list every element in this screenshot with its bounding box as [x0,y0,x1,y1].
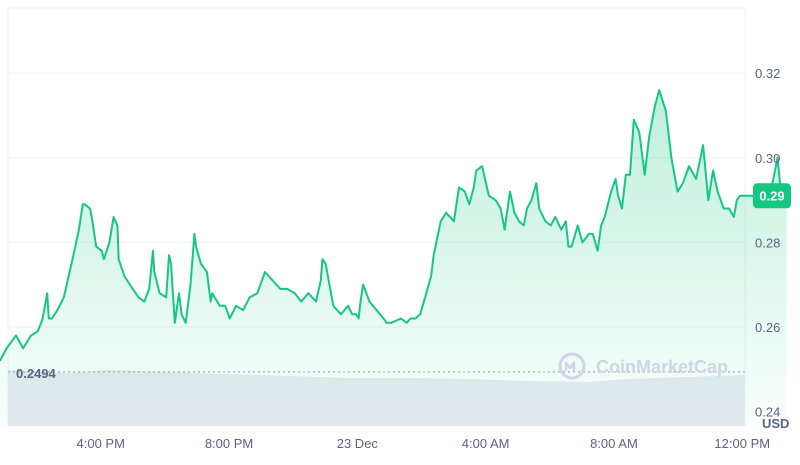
current-price-badge-bg [753,183,791,209]
y-axis-ticks: 0.24 0.26 0.28 0.30 0.32 [755,66,780,419]
y-tick-label: 0.26 [755,320,780,335]
x-tick-label: 4:00 AM [462,436,510,451]
y-tick-label: 0.30 [755,151,780,166]
x-tick-label: 8:00 AM [590,436,638,451]
x-axis-ticks: 4:00 PM 8:00 PM 23 Dec 4:00 AM 8:00 AM 12:00 … [77,436,771,451]
current-price-label: 0.29 [759,188,784,203]
open-price-layer: 0.2494 [8,366,745,381]
current-price-badge: 0.29 [753,183,791,209]
y-tick-label: 0.24 [755,405,780,420]
x-tick-label: 12:00 PM [714,436,770,451]
price-area-layer [0,89,788,426]
coinmarketcap-watermark: CoinMarketCap [558,352,728,380]
x-tick-label: 8:00 PM [205,436,253,451]
watermark-label: CoinMarketCap [596,357,728,377]
unit-label: USD [762,416,789,431]
x-tick-label: 23 Dec [337,436,379,451]
y-tick-label: 0.28 [755,235,780,250]
price-area-fill [0,90,787,426]
open-price-label: 0.2494 [16,366,57,381]
price-line [0,89,788,362]
coinmarketcap-logo-icon [558,352,586,380]
x-tick-label: 4:00 PM [77,436,125,451]
y-tick-label: 0.32 [755,66,780,81]
